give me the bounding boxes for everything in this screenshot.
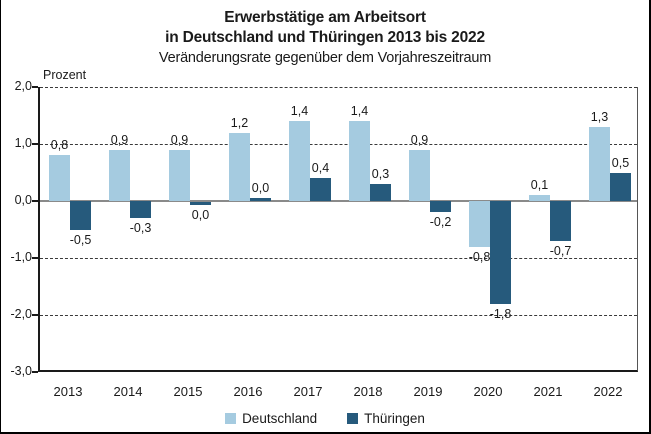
x-tick-label-2020: 2020 [473,384,503,399]
y-tick-label: -1,0 [10,250,32,264]
x-tick-label-2017: 2017 [293,384,323,399]
bar-value-label: 0,0 [251,181,270,195]
chart-legend: Deutschland Thüringen [1,411,649,426]
gridline-2,0 [40,87,637,88]
chart-title-block: Erwerbstätige am Arbeitsort in Deutschla… [1,8,649,68]
bar-value-label: 0,5 [611,155,630,170]
plot-area: 0,8 0,9 0,9 1,2 1,4 1,4 0,9 -0,8 0,1 1,3 -0,5 -0,3 0… [38,87,638,372]
gridline--2,0 [40,315,637,316]
legend-label: Thüringen [364,411,425,426]
bar-value-label: -0,8 [468,249,491,264]
bar-deutschland-2014 [109,149,130,201]
bar-value-label: -0,3 [129,221,152,236]
bar-value-label: 0,9 [170,132,189,147]
bar-value-label: 0,3 [371,166,390,181]
y-tick-label: -3,0 [10,364,32,378]
bar-deutschland-2022 [589,126,610,201]
chart-title-line2: in Deutschland und Thüringen 2013 bis 20… [165,29,485,46]
legend-swatch-icon [225,413,237,424]
x-tick-label-2019: 2019 [413,384,443,399]
bar-deutschland-2018 [349,121,370,201]
x-tick-label-2013: 2013 [53,384,83,399]
x-tick-label-2022: 2022 [593,384,623,399]
gridline-1,0 [40,144,637,145]
bar-value-label: 0,1 [530,178,549,193]
bar-value-label: 0,4 [311,161,330,176]
bar-deutschland-2021 [529,195,550,201]
x-tick-label-2021: 2021 [533,384,563,399]
x-axis-labels: 2013 2014 2015 2016 2017 2018 2019 2020 2021 2022 [38,384,638,399]
bar-thüringen-2013 [70,201,91,230]
y-tick-label: -2,0 [10,307,32,321]
bar-value-label: 1,4 [290,104,309,119]
y-tick-mark [32,371,38,373]
y-tick-label: 2,0 [14,79,32,93]
bar-thüringen-2014 [130,201,151,219]
x-tick-label-2015: 2015 [173,384,203,399]
y-tick-mark [32,143,38,145]
legend-swatch-icon [347,413,359,424]
legend-item-thüringen: Thüringen [347,411,425,426]
bar-value-label: 1,3 [590,109,609,124]
y-tick-label: 0,0 [14,193,32,207]
bar-value-label: -0,2 [429,215,452,230]
bar-thüringen-2015 [190,202,211,205]
bar-value-label: 0,8 [50,138,69,153]
zero-line [40,200,637,202]
bar-thüringen-2022 [610,172,631,201]
y-tick-label: 1,0 [14,136,32,150]
chart-title-line1: Erwerbstätige am Arbeitsort [224,9,426,26]
bar-thüringen-2016 [250,198,271,201]
x-tick-label-2016: 2016 [233,384,263,399]
bar-value-label: 0,9 [110,132,129,147]
legend-item-deutschland: Deutschland [225,411,317,426]
bar-thüringen-2020 [490,201,511,304]
x-tick-label-2014: 2014 [113,384,143,399]
x-tick-label-2018: 2018 [353,384,383,399]
y-axis-unit-label: Prozent [43,68,87,82]
y-tick-mark [32,314,38,316]
gridline--1,0 [40,258,637,259]
y-tick-mark [32,257,38,259]
bar-value-label: 0,0 [191,208,210,222]
bar-deutschland-2020 [469,201,490,247]
bar-deutschland-2016 [229,132,250,201]
bar-thüringen-2018 [370,183,391,201]
bar-value-label: -0,5 [69,232,92,247]
bar-deutschland-2015 [169,149,190,201]
bar-value-label: -0,7 [549,243,572,258]
bar-deutschland-2013 [49,155,70,201]
y-tick-mark [32,200,38,202]
legend-label: Deutschland [242,411,318,426]
bar-value-label: -1,8 [489,306,512,321]
bar-thüringen-2017 [310,178,331,201]
bar-value-label: 0,9 [410,132,429,147]
y-tick-mark [32,86,38,88]
bar-thüringen-2019 [430,201,451,213]
chart-subtitle: Veränderungsrate gegenüber dem Vorjahres… [158,50,492,66]
bar-deutschland-2017 [289,121,310,201]
bar-value-label: 1,2 [230,115,249,130]
bar-deutschland-2019 [409,149,430,201]
bar-thüringen-2021 [550,201,571,241]
bar-value-label: 1,4 [350,104,369,119]
